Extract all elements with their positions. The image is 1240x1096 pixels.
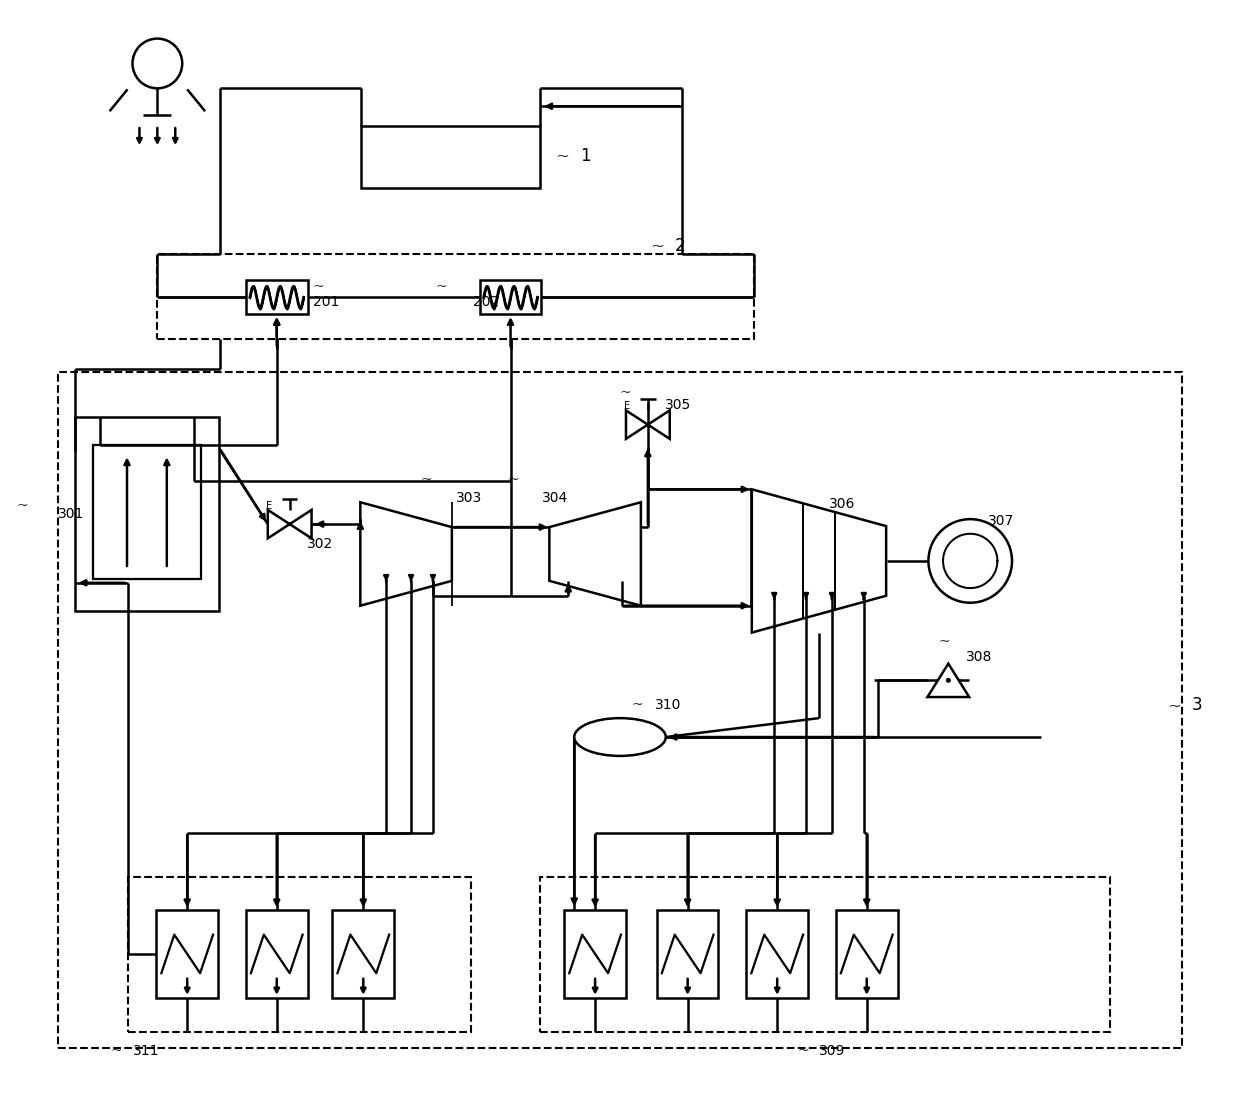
- Polygon shape: [928, 663, 970, 697]
- Text: 302: 302: [306, 537, 332, 551]
- Polygon shape: [626, 410, 647, 438]
- Text: 202: 202: [472, 295, 498, 309]
- Text: 307: 307: [988, 514, 1014, 528]
- Text: 201: 201: [312, 295, 339, 309]
- Text: 308: 308: [966, 650, 992, 664]
- Text: ~: ~: [436, 281, 448, 295]
- Bar: [74, 416, 219, 610]
- Text: 3: 3: [1192, 696, 1203, 715]
- Text: ~: ~: [620, 386, 631, 400]
- Bar: [332, 910, 394, 997]
- Text: ~: ~: [110, 1044, 123, 1059]
- Bar: [480, 281, 542, 315]
- Text: 305: 305: [665, 398, 691, 412]
- Text: 301: 301: [58, 507, 84, 522]
- Circle shape: [946, 677, 951, 683]
- Bar: [836, 910, 898, 997]
- Text: 2: 2: [675, 237, 686, 254]
- Text: ~: ~: [556, 148, 569, 164]
- Text: ~: ~: [797, 1044, 808, 1059]
- Text: 309: 309: [818, 1044, 846, 1059]
- Text: ~: ~: [422, 473, 433, 488]
- Text: 1: 1: [580, 147, 590, 165]
- Text: 311: 311: [133, 1044, 159, 1059]
- Text: ~: ~: [507, 473, 520, 488]
- Bar: [246, 281, 308, 315]
- Bar: [361, 126, 541, 187]
- Text: ~: ~: [1167, 697, 1180, 713]
- Bar: [156, 910, 218, 997]
- Text: ~: ~: [16, 499, 27, 513]
- Text: 310: 310: [655, 698, 681, 712]
- Text: ~: ~: [650, 237, 663, 254]
- Circle shape: [646, 423, 650, 426]
- Bar: [246, 910, 308, 997]
- Text: ~: ~: [939, 636, 950, 650]
- Text: 303: 303: [456, 491, 482, 505]
- Bar: [93, 445, 201, 579]
- Bar: [564, 910, 626, 997]
- Bar: [746, 910, 808, 997]
- Text: ~: ~: [312, 281, 324, 295]
- Text: ~: ~: [632, 698, 644, 712]
- Text: E: E: [265, 501, 272, 511]
- Polygon shape: [647, 410, 670, 438]
- Circle shape: [288, 522, 291, 526]
- Text: 306: 306: [828, 498, 856, 511]
- Text: E: E: [624, 401, 630, 411]
- Text: 304: 304: [542, 491, 569, 505]
- Polygon shape: [268, 510, 290, 538]
- Polygon shape: [290, 510, 311, 538]
- Ellipse shape: [574, 718, 666, 756]
- Bar: [657, 910, 718, 997]
